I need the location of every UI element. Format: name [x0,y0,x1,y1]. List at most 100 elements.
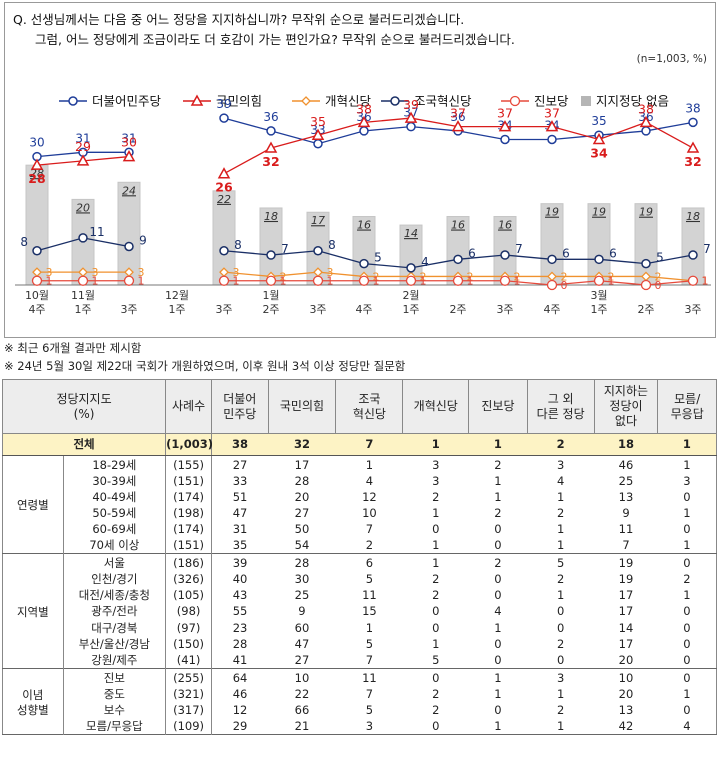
point-3-10 [500,250,510,260]
point-3-2 [124,241,134,252]
cell: 0 [683,620,691,635]
cell: 1 [556,686,565,701]
header-3: 국민의힘 [267,379,337,434]
cell: 66 [294,702,310,717]
cell: (317) [165,702,212,719]
cell: 1 [683,538,691,553]
cell: 47 [294,636,310,651]
data-label-2-10: 2 [514,270,521,283]
cell: 5 [556,556,565,571]
cell: 10 [618,671,634,686]
data-label-1-5: 32 [262,154,279,169]
legend-marker-3 [390,96,400,106]
x-label-month-1: 11월 [71,289,95,302]
cell: 2 [494,505,502,520]
point-0-8 [406,121,416,132]
cell: 0 [494,588,502,603]
cell: 30 [294,572,310,587]
table-row: 강원/제주 (41) 41 27 7 5 0 0 20 0 [3,652,717,669]
bar-label-9: 16 [451,219,465,232]
x-label-week-9: 2주 [449,303,466,316]
point-4-6 [312,275,324,286]
table-row: 40-49세 (174) 51 20 12 2 1 1 13 0 [3,489,717,506]
cell: 17 [618,604,634,619]
cell: 0 [494,572,502,587]
data-label-2-7: 2 [373,270,380,283]
data-label-3-1: 11 [89,225,104,239]
group-2: 이념 성향별 진보 (255) 64 10 11 0 1 3 10 0 중도 (321) 46 22 7 2 1 1 2… [2,668,717,735]
cell: 7 [365,522,374,537]
cell: 2 [494,556,502,571]
data-label-2-11: 2 [561,270,568,283]
total-row: 전체 (1,003) 38 32 7 1 1 2 18 1 [2,433,717,456]
data-label-3-10: 7 [515,242,523,256]
cell: 4 [683,718,691,733]
cell: 0 [683,671,691,686]
legend-label-2: 개혁신당 [325,94,372,109]
x-label-week-2: 3주 [120,303,137,316]
cell: 0 [494,538,502,553]
question-line-2: 그럼, 어느 정당에게 조금이라도 더 호감이 가는 편인가요? 무작위 순으로… [35,32,515,47]
data-label-1-2: 30 [121,135,137,150]
x-label-week-13: 2주 [637,303,654,316]
cell: 1 [494,686,502,701]
header-8: 지지하는 정당이 없다 [593,379,659,434]
bar-label-8: 14 [404,227,418,240]
row-label: 30-39세 [92,473,137,488]
cell: 11 [618,522,634,537]
data-label-4-8: 1 [420,275,427,288]
point-3-8 [406,263,416,273]
point-4-13 [640,279,652,291]
bar-label-14: 18 [686,210,700,223]
cell: (105) [165,587,212,604]
point-3-0 [32,246,42,256]
x-label-month-3: 12월 [165,289,189,302]
x-label-week-7: 4주 [355,303,372,316]
cell: 1 [556,489,565,504]
table-row: 부산/울산/경남 (150) 28 47 5 1 0 2 17 0 [3,636,717,653]
table-row: 대전/세종/충청 (105) 43 25 11 2 0 1 17 1 [3,587,717,604]
row-label: 18-29세 [92,458,137,472]
data-label-1-7: 38 [356,101,372,116]
point-1-12 [592,132,606,145]
data-label-3-13: 5 [656,251,664,265]
cell: 0 [432,620,440,635]
cell: 0 [556,604,565,619]
data-label-0-9: 36 [450,110,465,124]
point-1-6 [311,128,325,140]
point-3-13 [641,258,651,269]
x-label-week-14: 3주 [684,303,701,316]
cell: 41 [211,652,268,669]
point-0-6 [313,139,323,149]
data-label-1-0: 28 [28,171,45,186]
sample-size-note: (n=1,003, %) [636,53,707,65]
row-label: 40-49세 [92,489,137,504]
cell: 54 [294,538,310,553]
bar-label-4: 22 [217,193,231,206]
cell: (150) [165,636,212,653]
point-4-10 [499,275,511,286]
cell: 11 [362,671,377,686]
cell: 9 [622,505,630,520]
cell: 1 [365,458,374,472]
group-label: 지역별 [2,553,64,669]
cell: 21 [294,718,310,733]
point-3-11 [547,254,557,265]
table-row: 60-69세 (174) 31 50 7 0 0 1 11 0 [3,521,717,538]
x-label-week-6: 3주 [309,303,326,316]
cell: (97) [165,620,212,637]
legend-label-1: 국민의힘 [216,94,262,109]
cell: 19 [618,572,634,587]
x-label-week-11: 4주 [543,303,560,316]
point-1-7 [357,115,371,128]
data-label-2-9: 2 [467,270,474,283]
point-0-14 [688,117,698,128]
data-label-1-11: 37 [544,106,560,121]
data-label-4-9: 1 [467,275,474,288]
cell: (255) [165,668,212,687]
legend-label-bars: 지지정당 없음 [596,94,669,109]
table-row: 중도 (321) 46 22 7 2 1 1 20 1 [3,686,717,703]
cell: 20 [618,652,634,667]
data-label-4-7: 1 [373,275,380,288]
